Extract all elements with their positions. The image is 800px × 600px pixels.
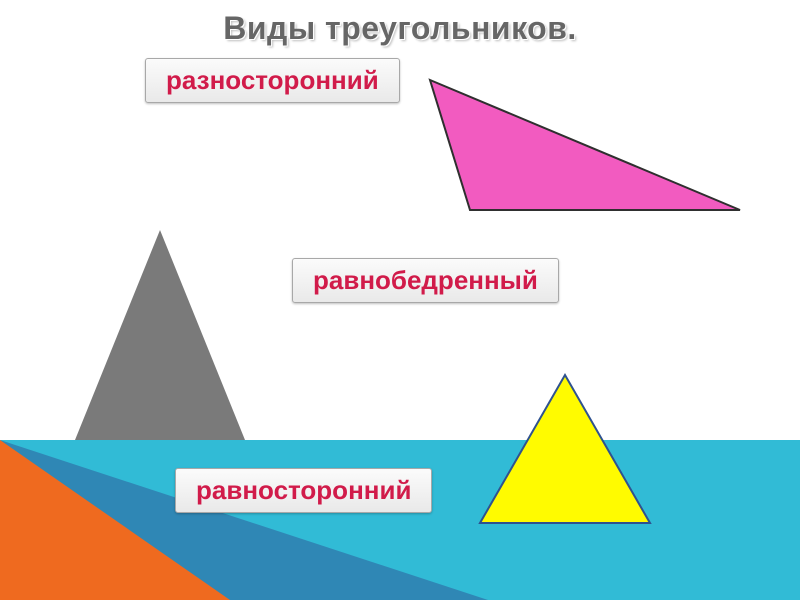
page-title: Виды треугольников.	[0, 10, 800, 47]
triangle-equilateral	[480, 375, 660, 535]
label-equilateral: равносторонний	[175, 468, 432, 513]
triangle-isosceles	[75, 230, 255, 450]
label-isosceles: равнобедренный	[292, 258, 559, 303]
triangle-scalene	[430, 80, 750, 220]
label-scalene: разносторонний	[145, 58, 400, 103]
